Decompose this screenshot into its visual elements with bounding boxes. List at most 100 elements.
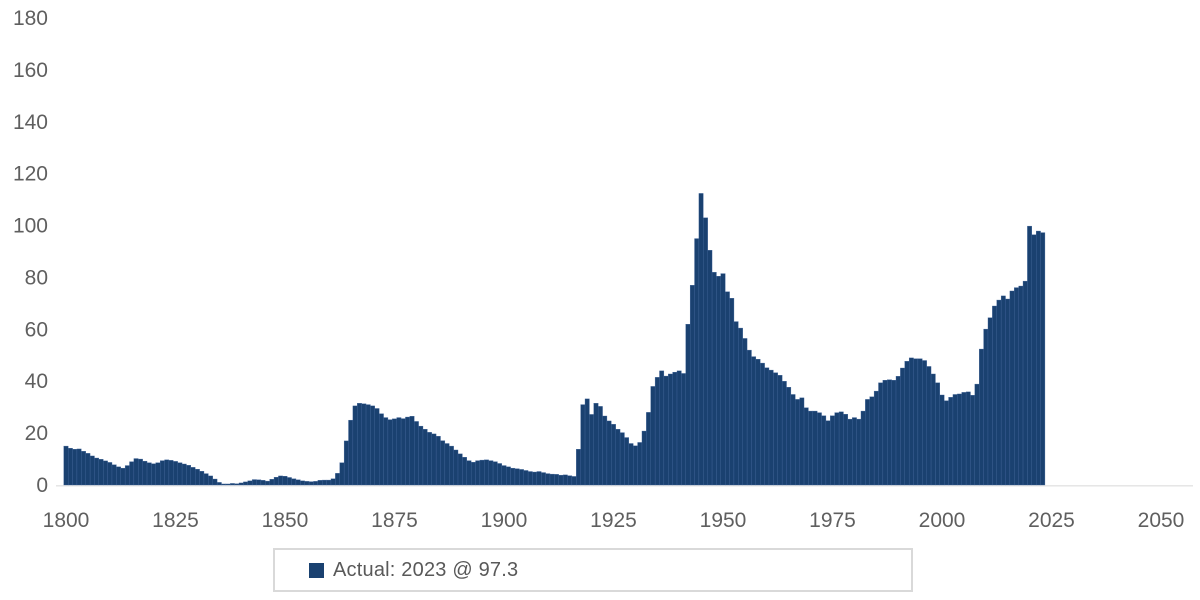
bar-1953 <box>733 321 739 486</box>
bar-1946 <box>703 217 708 486</box>
y-tick-label: 180 <box>13 7 48 30</box>
x-tick-label: 1875 <box>371 509 418 532</box>
bar-1904 <box>519 469 524 486</box>
bar-1814 <box>124 465 130 486</box>
bar-1911 <box>549 473 555 486</box>
bar-2003 <box>952 394 958 486</box>
bar-1933 <box>646 412 651 486</box>
bar-1963 <box>777 375 783 486</box>
bar-2019 <box>1022 280 1028 486</box>
bar-1995 <box>917 358 923 486</box>
bar-1856 <box>308 481 314 486</box>
bar-1852 <box>291 478 297 486</box>
bar-1949 <box>716 276 721 486</box>
bar-1841 <box>243 481 248 486</box>
bar-1997 <box>926 366 932 486</box>
bar-2023 <box>1040 232 1046 486</box>
bar-1894 <box>475 460 481 486</box>
bar-1870 <box>370 405 375 486</box>
bar-1972 <box>816 412 822 486</box>
bar-1822 <box>159 460 165 486</box>
bar-1945 <box>698 193 704 486</box>
bar-1810 <box>107 462 113 486</box>
bar-1909 <box>541 472 546 486</box>
bar-1988 <box>887 379 892 486</box>
bar-1802 <box>72 449 78 486</box>
bar-1900 <box>501 465 507 486</box>
bar-1925 <box>611 424 616 486</box>
bar-1880 <box>414 421 419 486</box>
bar-1857 <box>313 481 319 486</box>
bar-1975 <box>830 415 835 486</box>
bar-2016 <box>1009 290 1015 486</box>
bar-1915 <box>567 475 573 486</box>
bar-1990 <box>895 376 901 486</box>
bar-1983 <box>865 399 870 486</box>
bar-1807 <box>94 457 100 486</box>
bar-1927 <box>619 432 625 486</box>
bar-1987 <box>882 380 888 486</box>
bar-1840 <box>238 482 244 486</box>
bar-1961 <box>768 369 774 486</box>
bar-1912 <box>554 474 559 486</box>
bar-1973 <box>821 415 827 486</box>
y-tick-label: 40 <box>25 370 48 393</box>
bar-1889 <box>453 449 459 486</box>
bar-1993 <box>908 357 914 486</box>
bar-2006 <box>965 391 971 486</box>
bar-1821 <box>155 462 161 486</box>
bar-1957 <box>751 356 757 486</box>
bar-1890 <box>457 453 463 486</box>
bar-1940 <box>676 370 682 486</box>
bar-1955 <box>742 338 748 486</box>
bar-1920 <box>589 414 594 486</box>
bar-1873 <box>383 417 389 486</box>
bar-1882 <box>422 429 428 486</box>
bar-2000 <box>939 394 945 486</box>
bar-2012 <box>992 305 997 486</box>
bar-1860 <box>326 479 332 486</box>
x-tick-label: 1825 <box>152 509 199 532</box>
y-tick-label: 100 <box>13 215 48 238</box>
bar-1899 <box>497 463 502 486</box>
bar-2022 <box>1035 230 1041 486</box>
bar-1999 <box>935 382 940 486</box>
bar-1826 <box>177 462 183 486</box>
bar-2001 <box>944 400 949 486</box>
bar-1982 <box>860 410 866 486</box>
bar-1978 <box>843 414 849 486</box>
bar-1815 <box>129 461 135 486</box>
bar-1970 <box>808 410 813 486</box>
bar-2005 <box>961 392 967 486</box>
bar-1962 <box>773 372 778 486</box>
bar-2015 <box>1005 298 1011 486</box>
y-tick-label: 160 <box>13 59 48 82</box>
bar-1874 <box>387 419 393 486</box>
legend-label: Actual: 2023 @ 97.3 <box>333 558 519 581</box>
bar-1951 <box>725 291 730 486</box>
bar-1892 <box>466 460 472 486</box>
bar-1800 <box>63 445 69 486</box>
bar-1831 <box>199 471 205 486</box>
bar-1950 <box>720 273 726 486</box>
bar-2009 <box>979 348 984 486</box>
bar-2002 <box>948 397 954 486</box>
bar-1974 <box>825 420 831 486</box>
y-tick-label: 60 <box>25 318 48 341</box>
bar-1914 <box>562 474 568 486</box>
bar-1942 <box>685 323 691 486</box>
bar-1958 <box>755 359 761 486</box>
y-tick-label: 120 <box>13 163 48 186</box>
bar-1998 <box>930 373 936 486</box>
bar-1828 <box>186 465 192 486</box>
bar-1834 <box>212 478 218 486</box>
bar-1929 <box>628 443 634 486</box>
bar-1844 <box>256 479 262 486</box>
bar-2011 <box>987 317 993 486</box>
bar-1954 <box>738 327 743 486</box>
bar-1801 <box>68 447 73 486</box>
bar-1868 <box>361 403 367 486</box>
bar-1827 <box>181 463 187 486</box>
bar-1855 <box>304 481 310 486</box>
